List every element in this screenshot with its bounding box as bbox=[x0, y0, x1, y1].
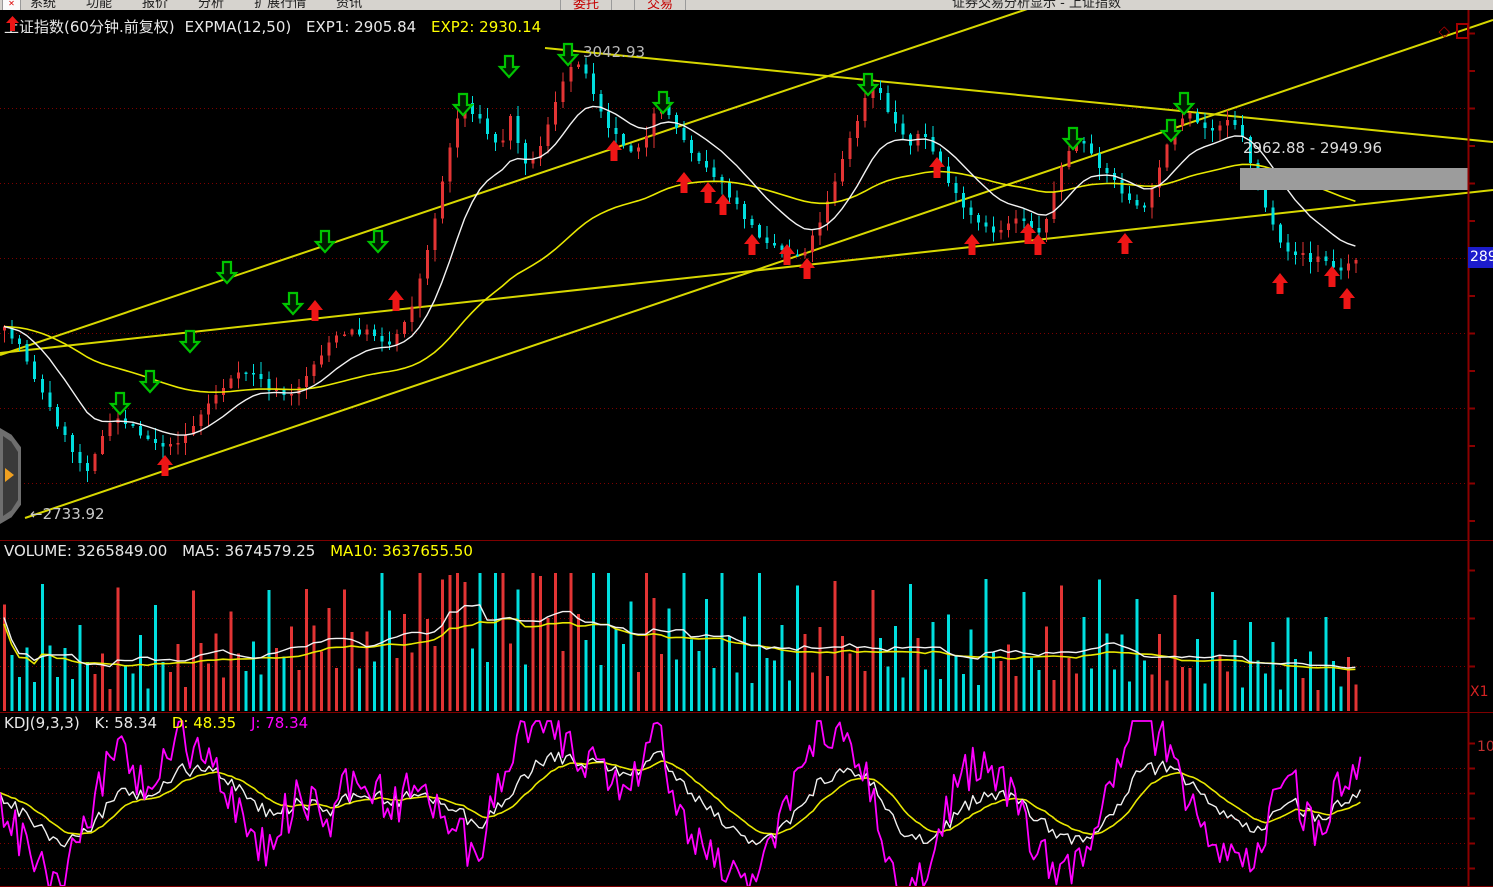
kdj-d-value: D: 48.35 bbox=[171, 714, 237, 732]
volume-canvas[interactable] bbox=[0, 541, 1493, 713]
kdj-header: KDJ(9,3,3) K: 58.34 D: 48.35 J: 78.34 bbox=[4, 714, 318, 732]
symbol-title: 上证指数(60分钟.前复权) bbox=[4, 18, 175, 36]
kdj-canvas[interactable] bbox=[0, 713, 1493, 886]
low-price-label: ←2733.92 bbox=[30, 505, 105, 523]
volume-ma5-value: MA5: 3674579.25 bbox=[182, 542, 316, 560]
window-mode-icon[interactable] bbox=[1456, 23, 1469, 39]
main-chart-pane: 上证指数(60分钟.前复权) EXPMA(12,50) EXP1: 2905.84… bbox=[0, 10, 1493, 540]
volume-pane: VOLUME: 3265849.00 MA5: 3674579.25 MA10:… bbox=[0, 540, 1493, 713]
indicator-title: EXPMA(12,50) bbox=[184, 18, 292, 36]
kdj-name: KDJ(9,3,3) bbox=[4, 714, 80, 732]
menu-action-0[interactable]: 委托 bbox=[560, 0, 613, 10]
kdj-k-value: K: 58.34 bbox=[94, 714, 158, 732]
up-arrow-icon bbox=[6, 16, 19, 31]
last-price-badge: 289 bbox=[1468, 247, 1493, 268]
exp1-value: EXP1: 2905.84 bbox=[306, 18, 417, 36]
price-range-label: 2962.88 - 2949.96 bbox=[1243, 139, 1383, 157]
kdj-j-value: J: 78.34 bbox=[250, 714, 309, 732]
menu-item-3[interactable]: 分析 bbox=[198, 0, 225, 11]
expand-arrow-icon bbox=[5, 468, 14, 482]
menu-item-2[interactable]: 报价 bbox=[142, 0, 169, 11]
main-chart-header: 上证指数(60分钟.前复权) EXPMA(12,50) EXP1: 2905.84… bbox=[4, 16, 551, 37]
menu-item-0[interactable]: 系统 bbox=[30, 0, 57, 11]
volume-header: VOLUME: 3265849.00 MA5: 3674579.25 MA10:… bbox=[4, 542, 483, 560]
window-caption: 证券交易分析显示 - 上证指数 bbox=[952, 0, 1121, 11]
menu-item-5[interactable]: 资讯 bbox=[336, 0, 363, 11]
volume-value: VOLUME: 3265849.00 bbox=[4, 542, 168, 560]
kdj-pane: KDJ(9,3,3) K: 58.34 D: 48.35 J: 78.34 10… bbox=[0, 712, 1493, 887]
menu-item-1[interactable]: 功能 bbox=[86, 0, 113, 11]
app-logo-icon[interactable]: ✕ bbox=[2, 0, 21, 10]
menu-action-1[interactable]: 交易 bbox=[634, 0, 687, 10]
volume-ma10-value: MA10: 3637655.50 bbox=[330, 542, 473, 560]
main-chart-canvas[interactable] bbox=[0, 10, 1493, 540]
menu-item-4[interactable]: 扩展行情 bbox=[254, 0, 307, 11]
sidebar-toggle-handle[interactable] bbox=[0, 428, 21, 524]
kdj-axis-label: 100 bbox=[1477, 739, 1493, 755]
exp2-value: EXP2: 2930.14 bbox=[430, 18, 542, 36]
peak-price-label: 3042.93 bbox=[583, 43, 646, 61]
volume-scale-label[interactable]: X1 bbox=[1470, 684, 1489, 700]
diamond-icon[interactable]: ◇ bbox=[1438, 22, 1450, 40]
